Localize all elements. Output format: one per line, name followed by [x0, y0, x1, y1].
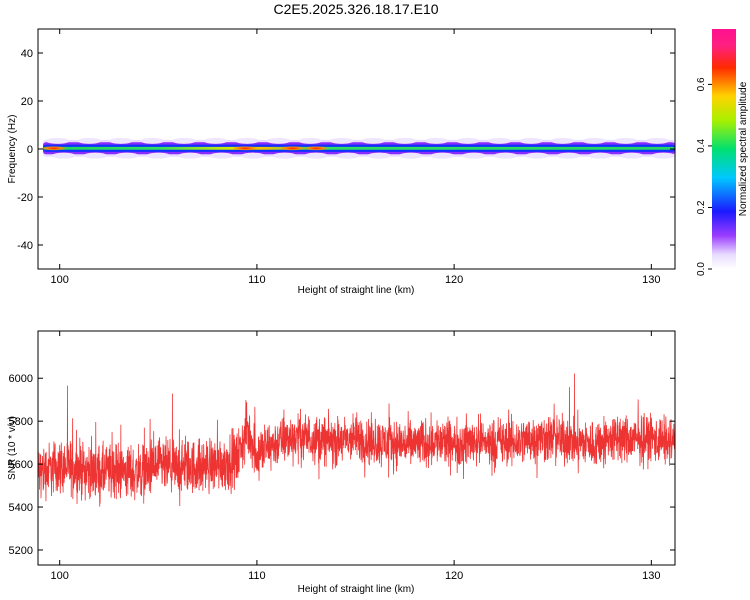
- band-halo-lobe: [487, 137, 512, 144]
- spectrogram-xtick-label: 130: [642, 274, 660, 286]
- band-halo-lobe: [398, 152, 423, 159]
- colorbar-tick-label: 0.2: [696, 200, 707, 214]
- snr-ylabel: SNR (10 * v/v): [7, 416, 18, 480]
- spectrogram-ytick-label: 0: [27, 144, 33, 156]
- band-halo-lobe: [588, 152, 613, 159]
- band-halo-lobe: [171, 137, 196, 144]
- spectrogram-xtick-label: 110: [248, 274, 266, 286]
- band-core: [43, 146, 675, 150]
- band-halo-lobe: [525, 152, 550, 159]
- spectrogram-xtick-label: 100: [51, 274, 69, 286]
- band-halo-lobe: [108, 137, 133, 144]
- band-halo-lobe: [461, 152, 486, 159]
- spectrogram-ytick-label: -20: [17, 192, 33, 204]
- band-halo-lobe: [146, 152, 171, 159]
- colorbar-gradient: [712, 29, 736, 269]
- band-halo-lobe: [519, 137, 544, 144]
- band-halo-lobe: [651, 152, 675, 159]
- band-halo-lobe: [556, 152, 581, 159]
- band-halo-lobe: [582, 137, 607, 144]
- band-halo-lobe: [83, 152, 108, 159]
- colorbar-tick-label: 0.0: [696, 262, 707, 276]
- spectrogram-ytick-label: 40: [21, 48, 33, 60]
- colorbar: 0.0 0.2 0.4 0.6 Normalized spectral amplitu…: [696, 29, 749, 276]
- band-halo-lobe: [424, 137, 449, 144]
- band-halo-lobe: [140, 137, 165, 144]
- band-halo-lobe: [335, 152, 360, 159]
- spectrogram-hotspot: [278, 146, 307, 151]
- band-halo-lobe: [329, 137, 354, 144]
- band-halo-lobe: [613, 137, 638, 144]
- snr-ytick-label: 5400: [9, 502, 33, 514]
- spectrogram-ytick-label: 20: [21, 96, 33, 108]
- band-halo-lobe: [455, 137, 480, 144]
- snr-xtick-label: 120: [445, 570, 463, 582]
- band-halo-lobe: [272, 152, 297, 159]
- band-halo-lobe: [367, 152, 392, 159]
- band-halo-lobe: [619, 152, 644, 159]
- band-halo-lobe: [392, 137, 417, 144]
- band-halo-lobe: [298, 137, 323, 144]
- band-halo-lobe: [114, 152, 139, 159]
- spectrogram-xlabel: Height of straight line (km): [298, 285, 415, 296]
- spectrogram-ytick-label: -40: [17, 240, 33, 252]
- colorbar-tick-label: 0.4: [696, 139, 707, 153]
- snr-ytick-label: 5600: [9, 459, 33, 471]
- colorbar-label: Normalized spectral amplitude: [738, 81, 749, 216]
- snr-xlabel: Height of straight line (km): [298, 584, 415, 595]
- spectrogram-panel: 100 110 120 130 -40 -20 0 20 40 Height of strai…: [7, 28, 676, 296]
- spectrogram-xtick-label: 120: [445, 274, 463, 286]
- band-halo-lobe: [51, 152, 76, 159]
- band-halo-lobe: [266, 137, 291, 144]
- spectrogram-hotspot: [40, 146, 68, 151]
- snr-xtick-label: 110: [248, 570, 266, 582]
- snr-series-line: [38, 373, 675, 507]
- snr-ytick-label: 5200: [9, 545, 33, 557]
- snr-frame: [37, 330, 676, 566]
- colorbar-tick-label: 0.6: [696, 77, 707, 91]
- band-halo-lobe: [177, 152, 202, 159]
- band-halo-lobe: [645, 137, 670, 144]
- snr-ytick-label: 6000: [9, 373, 33, 385]
- band-halo-lobe: [45, 137, 70, 144]
- spectrogram-hotspot: [302, 146, 330, 151]
- spectrogram-hotspot: [231, 146, 259, 151]
- band-halo-lobe: [77, 137, 102, 144]
- snr-panel: 100 110 120 130 5200 5400 5600 5800 6000 Height…: [7, 330, 676, 595]
- snr-xtick-label: 100: [51, 570, 69, 582]
- band-halo-lobe: [304, 152, 329, 159]
- band-halo-lobe: [209, 152, 234, 159]
- figure-title: C2E5.2025.326.18.17.E10: [273, 1, 438, 17]
- band-halo-lobe: [361, 137, 386, 144]
- band-halo-lobe: [203, 137, 228, 144]
- spectrogram-ylabel: Frequency (Hz): [7, 115, 18, 184]
- band-halo-lobe: [241, 152, 266, 159]
- band-halo-lobe: [550, 137, 575, 144]
- band-halo-lobe: [430, 152, 455, 159]
- band-halo-lobe: [235, 137, 260, 144]
- snr-ytick-label: 5800: [9, 416, 33, 428]
- band-halo-lobe: [493, 152, 518, 159]
- snr-xtick-label: 130: [642, 570, 660, 582]
